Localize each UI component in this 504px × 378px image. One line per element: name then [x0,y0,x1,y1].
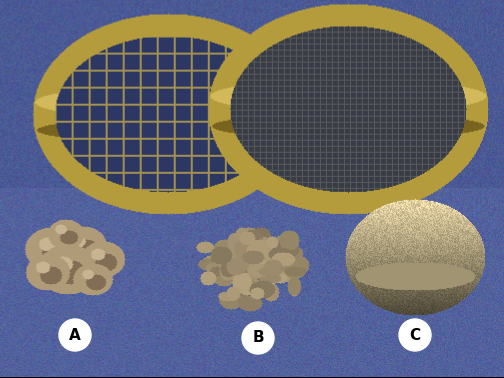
Text: A: A [69,327,81,342]
Text: B: B [252,330,264,345]
Circle shape [242,322,274,354]
Text: C: C [409,327,420,342]
Circle shape [399,319,431,351]
Circle shape [59,319,91,351]
